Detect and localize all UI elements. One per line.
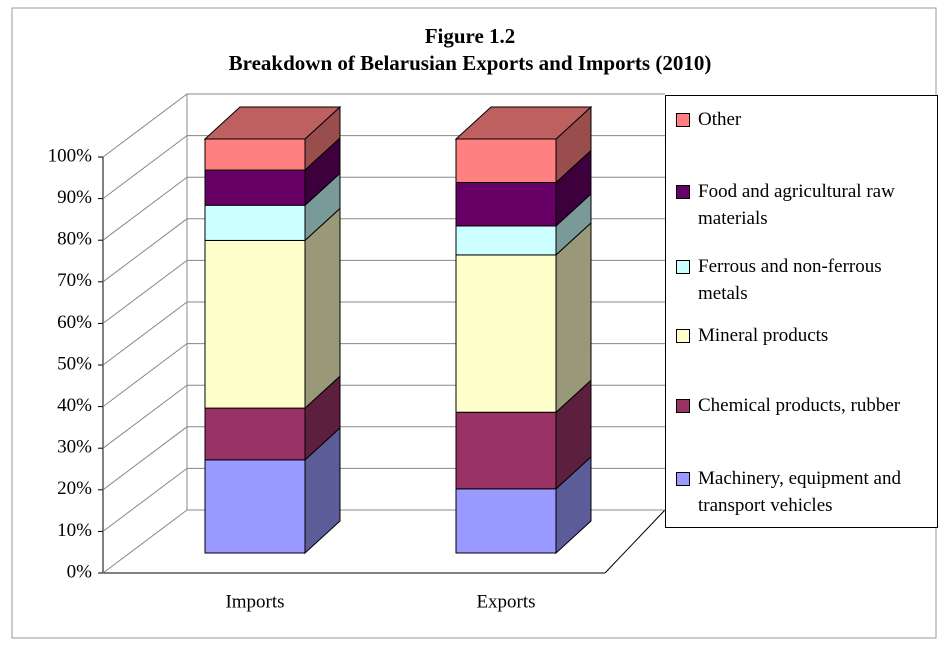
legend-swatch — [676, 399, 690, 413]
chart-title: Figure 1.2 — [425, 24, 516, 48]
y-tick-label: 10% — [57, 520, 92, 541]
legend-label: Mineral products — [698, 325, 829, 346]
x-tick-label: Exports — [476, 591, 535, 612]
bar-front — [204, 407, 306, 461]
legend-item: Ferrous and non-ferrous metals — [676, 253, 931, 307]
x-tick-label: Imports — [225, 591, 284, 612]
legend-swatch — [676, 185, 690, 199]
bar-top — [454, 106, 593, 140]
legend-label: Other — [698, 109, 742, 130]
legend-label: Food and agricultural raw materials — [698, 181, 895, 229]
bar-side — [304, 207, 341, 410]
legend-item: Other — [676, 106, 931, 133]
grid-line — [102, 93, 665, 158]
bar-side — [555, 221, 592, 414]
bar-front — [455, 138, 557, 183]
bar-front — [455, 254, 557, 413]
bar-front — [204, 239, 306, 409]
legend-swatch — [676, 113, 690, 127]
bar-front — [204, 169, 306, 206]
legend-label: Ferrous and non-ferrous metals — [698, 256, 882, 304]
y-tick-label: 30% — [57, 437, 92, 458]
legend-swatch — [676, 260, 690, 274]
legend-item: Food and agricultural raw materials — [676, 178, 931, 232]
y-tick-label: 70% — [57, 270, 92, 291]
legend-swatch — [676, 472, 690, 486]
y-tick-label: 80% — [57, 229, 92, 250]
y-tick-label: 20% — [57, 478, 92, 499]
bar-front — [455, 225, 557, 256]
bar-front — [204, 459, 306, 554]
y-tick-label: 40% — [57, 395, 92, 416]
bar-front — [455, 181, 557, 227]
y-tick-label: 60% — [57, 312, 92, 333]
legend-swatch — [676, 329, 690, 343]
bar-front — [204, 138, 306, 171]
y-tick-label: 50% — [57, 353, 92, 374]
y-tick-label: 90% — [57, 187, 92, 208]
chart-subtitle: Breakdown of Belarusian Exports and Impo… — [229, 51, 712, 75]
legend: Other Food and agricultural raw materials… — [665, 95, 938, 528]
legend-item: Mineral products — [676, 322, 931, 349]
bar-top — [203, 106, 342, 140]
legend-item: Machinery, equipment and transport vehic… — [676, 465, 931, 519]
bar-front — [455, 488, 557, 554]
bar-front — [455, 411, 557, 490]
floor-right — [604, 509, 666, 574]
legend-label: Chemical products, rubber — [698, 395, 901, 416]
legend-item: Chemical products, rubber — [676, 392, 931, 419]
bar-front — [204, 204, 306, 241]
y-tick-label: 0% — [67, 561, 93, 582]
legend-label: Machinery, equipment and transport vehic… — [698, 468, 901, 516]
y-tick-label: 100% — [48, 145, 93, 166]
